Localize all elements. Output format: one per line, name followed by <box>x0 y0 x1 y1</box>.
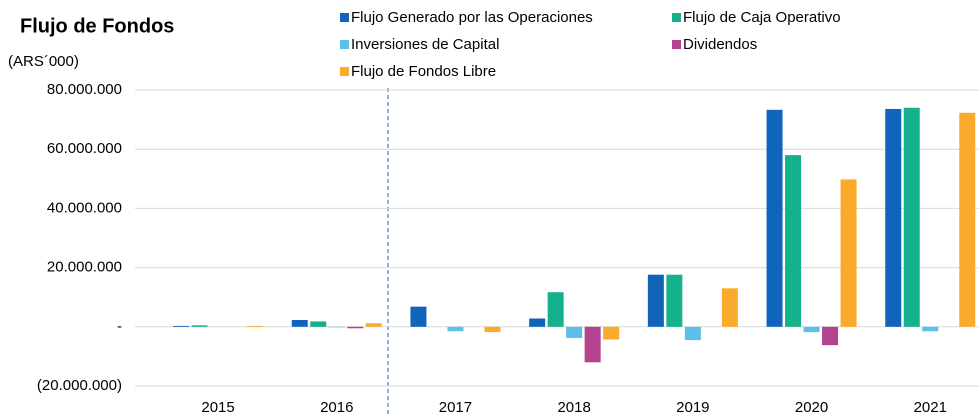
x-tick-label: 2015 <box>201 399 234 416</box>
legend-label: Flujo de Caja Operativo <box>683 9 841 26</box>
x-tick-label: 2020 <box>795 399 828 416</box>
bar <box>721 288 738 327</box>
bar <box>803 326 820 333</box>
bar <box>291 319 308 327</box>
bar <box>173 325 190 327</box>
bar <box>603 326 620 340</box>
bar <box>410 306 427 327</box>
bar <box>247 325 264 327</box>
bar <box>922 326 939 332</box>
legend-label: Flujo Generado por las Operaciones <box>351 9 593 26</box>
bar <box>885 108 902 327</box>
bar <box>484 326 501 333</box>
bar <box>547 292 564 327</box>
x-tick-label: 2019 <box>676 399 709 416</box>
bar <box>191 325 208 327</box>
x-tick-label: 2018 <box>557 399 590 416</box>
y-tick-label: - <box>117 318 122 335</box>
bar <box>365 323 382 327</box>
chart-title: Flujo de Fondos <box>20 15 174 37</box>
bar <box>959 112 976 327</box>
bar <box>903 107 920 327</box>
bar <box>310 321 327 327</box>
legend-swatch <box>672 13 681 22</box>
legend-swatch <box>672 40 681 49</box>
legend-swatch <box>340 67 349 76</box>
bar <box>666 274 683 327</box>
y-tick-label: 60.000.000 <box>47 140 122 157</box>
x-tick-label: 2021 <box>914 399 947 416</box>
legend-swatch <box>340 40 349 49</box>
y-tick-label: 40.000.000 <box>47 199 122 216</box>
y-tick-label: 20.000.000 <box>47 259 122 276</box>
bar <box>785 155 802 327</box>
bar <box>347 326 364 329</box>
y-tick-label: (20.000.000) <box>37 377 122 394</box>
bar <box>529 318 546 327</box>
x-tick-label: 2016 <box>320 399 353 416</box>
bar <box>447 326 464 332</box>
y-tick-label: 80.000.000 <box>47 81 122 98</box>
bar <box>566 326 583 339</box>
bar <box>328 326 345 328</box>
legend-label: Dividendos <box>683 36 757 53</box>
legend-label: Inversiones de Capital <box>351 36 499 53</box>
bar <box>684 326 701 341</box>
x-tick-label: 2017 <box>439 399 472 416</box>
legend-label: Flujo de Fondos Libre <box>351 63 496 80</box>
unit-label: (ARS´000) <box>8 53 79 70</box>
legend-swatch <box>340 13 349 22</box>
bar <box>584 326 601 363</box>
bar <box>647 274 664 327</box>
bar <box>822 326 839 346</box>
bar <box>766 109 783 327</box>
bar <box>840 179 857 327</box>
